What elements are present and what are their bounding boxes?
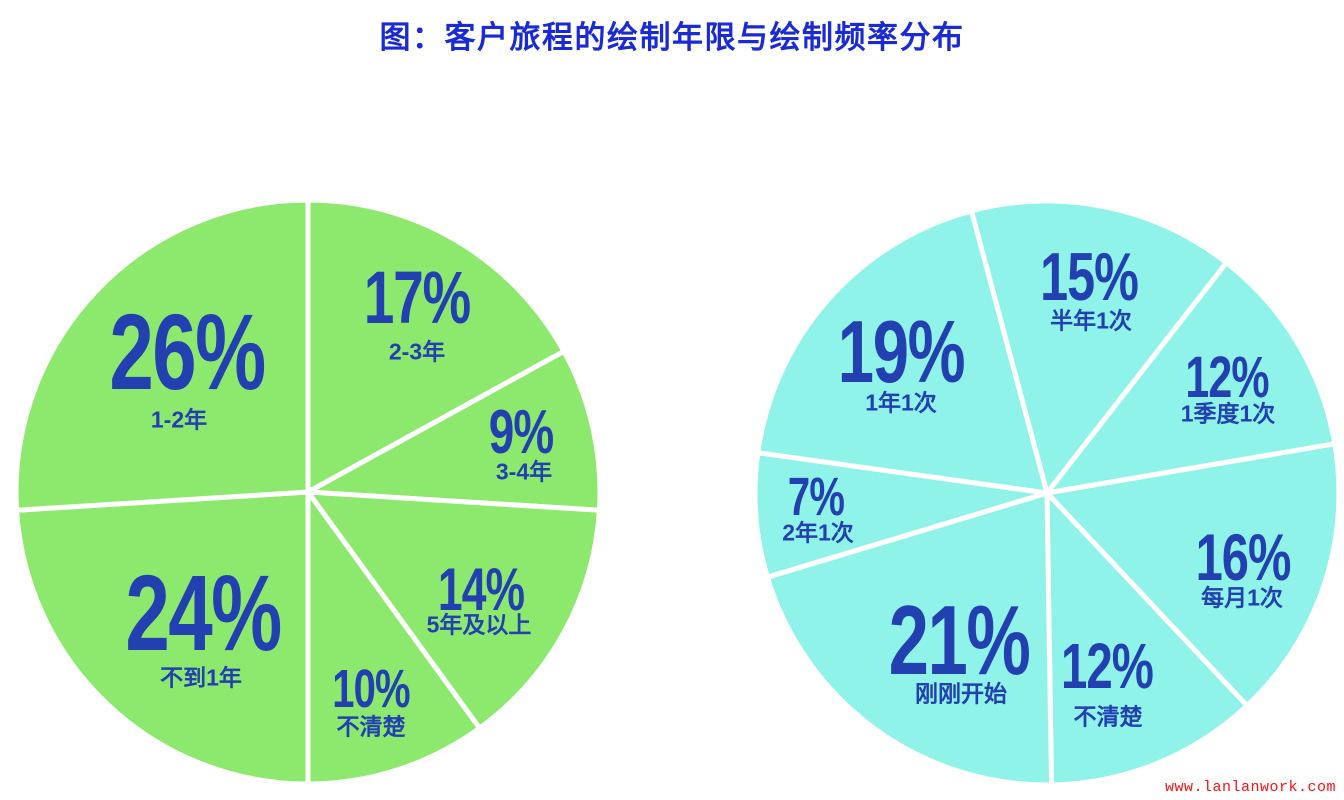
slice-category-label: 1年1次 [865,389,937,416]
slice-category-label: 半年1次 [1050,307,1132,334]
page-title: 图：客户旅程的绘制年限与绘制频率分布 [379,20,965,55]
slice-value-label: 9% [488,398,554,467]
pie-slice-1-2年 [13,197,311,513]
pie-slice-2-3年 [305,197,567,495]
pie-slice-刚刚开始 [764,490,1054,788]
slice-value-label: 26% [109,291,266,412]
pie-slice-1年1次 [755,208,1050,496]
slice-category-label: 2年1次 [782,519,854,546]
slice-value-label: 24% [125,552,282,673]
slice-category-label: 5年及以上 [426,611,532,638]
slice-category-label: 2-3年 [388,338,446,365]
pie-slice-不到1年 [14,489,311,787]
slice-value-label: 16% [1195,520,1292,594]
slice-category-label: 刚刚开始 [915,680,1007,707]
slice-value-label: 15% [1040,239,1139,315]
slice-category-label: 不清楚 [1073,703,1143,730]
slice-value-label: 12% [1185,345,1269,410]
slice-category-label: 1-2年 [150,406,208,433]
pie-slice-不清楚 [305,489,483,787]
slice-category-label: 不到1年 [160,664,242,691]
pie-slice-1季度1次 [1044,260,1338,496]
slice-value-label: 19% [837,302,966,401]
pie-slice-3-4年 [305,348,603,513]
slice-value-label: 14% [437,556,525,623]
slice-value-label: 17% [363,256,471,339]
slice-category-label: 每月1次 [1201,584,1283,611]
slice-value-label: 21% [888,585,1031,695]
pie-slice-5年及以上 [305,489,602,731]
slice-category-label: 3-4年 [495,458,553,485]
slice-value-label: 10% [332,659,410,719]
watermark-url: www.lanlanwork.com [1164,779,1336,796]
slice-value-label: 12% [1061,630,1154,702]
slice-category-label: 不清楚 [336,713,406,740]
pie-slice-不清楚 [1044,490,1250,788]
slice-category-label: 1季度1次 [1180,400,1276,427]
slice-value-label: 7% [787,467,845,527]
pie-slice-每月1次 [1044,441,1342,709]
pie-slice-半年1次 [968,198,1229,496]
